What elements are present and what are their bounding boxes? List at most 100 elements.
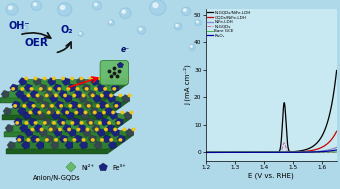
Legend: N-GQDs/NiFe-LDH, GQDs/NiFe-LDH, NiFe-LDH, N-GQDs, Bare GCE, RuO₂: N-GQDs/NiFe-LDH, GQDs/NiFe-LDH, NiFe-LDH… bbox=[206, 10, 251, 38]
NiFe-LDH bbox=[210, 151, 215, 153]
NiFe-LDH bbox=[331, 148, 335, 150]
Circle shape bbox=[184, 9, 186, 11]
Circle shape bbox=[54, 94, 58, 97]
NiFe-LDH bbox=[331, 148, 335, 150]
X-axis label: E (V vs. RHE): E (V vs. RHE) bbox=[248, 173, 294, 179]
N-GQDs/NiFe-LDH bbox=[264, 151, 268, 153]
Circle shape bbox=[95, 3, 97, 6]
Circle shape bbox=[93, 111, 97, 114]
N-GQDs bbox=[282, 142, 286, 144]
N-GQDs bbox=[210, 151, 215, 153]
Circle shape bbox=[45, 94, 49, 97]
Circle shape bbox=[24, 77, 28, 80]
Circle shape bbox=[103, 87, 107, 91]
Circle shape bbox=[130, 111, 133, 114]
Circle shape bbox=[34, 121, 37, 125]
Line: NiFe-LDH: NiFe-LDH bbox=[206, 147, 337, 152]
Circle shape bbox=[36, 138, 39, 142]
Circle shape bbox=[132, 128, 135, 131]
Bare GCE bbox=[264, 151, 268, 153]
Circle shape bbox=[49, 128, 53, 131]
Circle shape bbox=[89, 121, 92, 125]
Circle shape bbox=[21, 25, 28, 32]
N-GQDs bbox=[307, 151, 311, 153]
Circle shape bbox=[65, 111, 69, 114]
Line: GQDs/NiFe-LDH: GQDs/NiFe-LDH bbox=[206, 131, 337, 152]
Circle shape bbox=[72, 138, 76, 142]
FancyBboxPatch shape bbox=[100, 60, 129, 85]
Circle shape bbox=[104, 128, 108, 131]
Circle shape bbox=[63, 94, 67, 97]
Circle shape bbox=[50, 104, 54, 108]
Circle shape bbox=[113, 128, 117, 131]
Circle shape bbox=[52, 121, 56, 125]
Circle shape bbox=[70, 121, 74, 125]
NiFe-LDH bbox=[264, 151, 268, 153]
Text: e⁻: e⁻ bbox=[120, 45, 130, 54]
Circle shape bbox=[115, 104, 118, 108]
Circle shape bbox=[117, 121, 120, 125]
Circle shape bbox=[91, 138, 95, 142]
N-GQDs/NiFe-LDH bbox=[331, 97, 335, 100]
GQDs/NiFe-LDH bbox=[210, 151, 215, 153]
Circle shape bbox=[29, 111, 32, 114]
Circle shape bbox=[40, 128, 44, 131]
GQDs/NiFe-LDH bbox=[267, 151, 271, 153]
Bare GCE bbox=[307, 151, 311, 153]
Bare GCE bbox=[331, 151, 335, 153]
Circle shape bbox=[84, 111, 87, 114]
Bare GCE bbox=[210, 151, 215, 153]
Circle shape bbox=[27, 94, 30, 97]
Circle shape bbox=[58, 128, 62, 131]
Circle shape bbox=[122, 128, 126, 131]
Circle shape bbox=[54, 138, 58, 142]
Polygon shape bbox=[101, 79, 128, 103]
GQDs/NiFe-LDH bbox=[335, 130, 339, 132]
Circle shape bbox=[43, 121, 47, 125]
Circle shape bbox=[22, 26, 24, 28]
Circle shape bbox=[118, 94, 122, 97]
RuO₂ bbox=[204, 151, 208, 153]
Polygon shape bbox=[2, 96, 130, 115]
Circle shape bbox=[120, 111, 124, 114]
Circle shape bbox=[190, 46, 192, 47]
Bare GCE bbox=[204, 151, 208, 153]
Circle shape bbox=[174, 23, 182, 30]
Circle shape bbox=[67, 128, 71, 131]
Circle shape bbox=[58, 3, 72, 16]
GQDs/NiFe-LDH bbox=[204, 151, 208, 153]
Circle shape bbox=[79, 32, 83, 36]
Circle shape bbox=[100, 138, 104, 142]
Text: Ni²⁺: Ni²⁺ bbox=[81, 165, 94, 170]
Polygon shape bbox=[6, 149, 107, 154]
RuO₂ bbox=[307, 151, 311, 153]
Circle shape bbox=[61, 121, 65, 125]
Circle shape bbox=[108, 20, 114, 26]
NiFe-LDH bbox=[267, 151, 271, 153]
Circle shape bbox=[82, 138, 85, 142]
Y-axis label: j (mA cm⁻²): j (mA cm⁻²) bbox=[184, 65, 191, 105]
N-GQDs/NiFe-LDH bbox=[307, 147, 311, 150]
Line: N-GQDs: N-GQDs bbox=[206, 143, 337, 152]
Circle shape bbox=[74, 111, 78, 114]
Circle shape bbox=[107, 121, 111, 125]
Circle shape bbox=[122, 10, 125, 13]
Circle shape bbox=[119, 138, 122, 142]
Circle shape bbox=[94, 87, 98, 91]
Circle shape bbox=[138, 26, 146, 34]
Circle shape bbox=[109, 94, 113, 97]
Circle shape bbox=[102, 111, 106, 114]
Polygon shape bbox=[2, 115, 103, 120]
Bare GCE bbox=[335, 151, 339, 153]
Circle shape bbox=[13, 104, 17, 108]
Circle shape bbox=[57, 87, 61, 91]
Circle shape bbox=[52, 77, 56, 80]
Circle shape bbox=[61, 5, 65, 9]
Circle shape bbox=[89, 77, 92, 80]
Circle shape bbox=[15, 121, 19, 125]
Circle shape bbox=[36, 94, 39, 97]
GQDs/NiFe-LDH bbox=[331, 137, 335, 139]
N-GQDs bbox=[331, 151, 335, 153]
Circle shape bbox=[17, 138, 21, 142]
Circle shape bbox=[70, 77, 74, 80]
